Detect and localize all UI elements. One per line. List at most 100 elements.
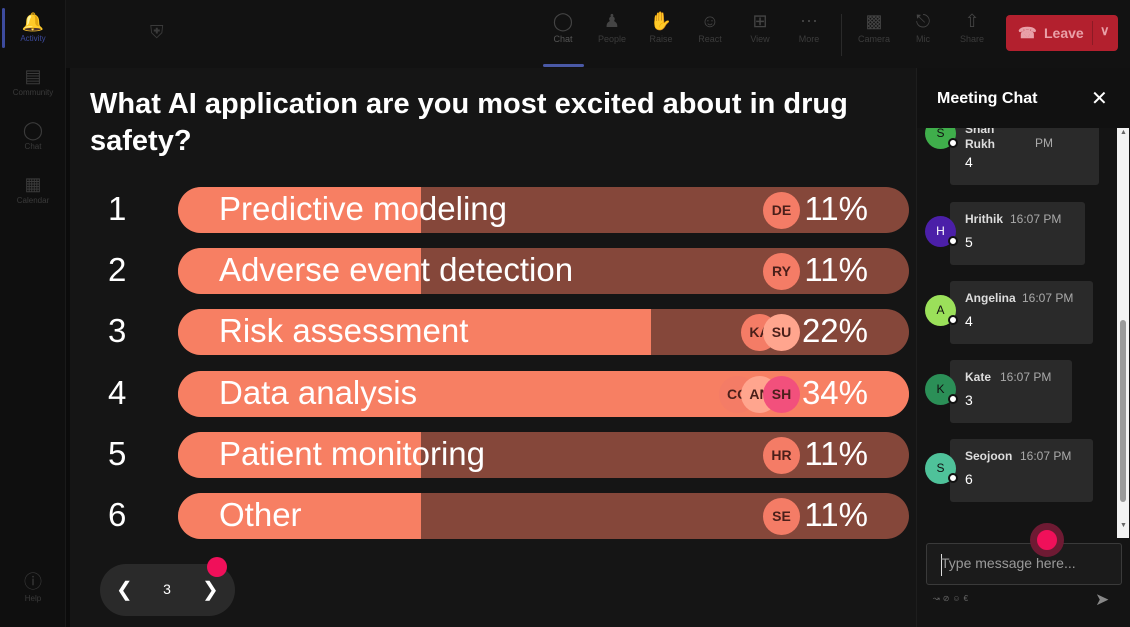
toolbar-label: Camera	[857, 34, 890, 44]
option-label: Risk assessment	[219, 312, 469, 349]
poll-option-row[interactable]: 4 Data analysis CO AN SH 34%	[70, 371, 916, 417]
option-result-fill	[178, 493, 421, 539]
option-percent: 22%	[801, 312, 868, 349]
option-label: Adverse event detection	[219, 251, 574, 288]
cursor-highlight	[207, 557, 227, 577]
rail-item-chat[interactable]: ◯ Chat	[0, 120, 66, 151]
presence-dot	[948, 315, 958, 325]
cursor-highlight	[1030, 523, 1064, 557]
message-text: 4	[965, 154, 973, 170]
rail-item-calendar[interactable]: ▦ Calendar	[0, 174, 66, 205]
message-text: 6	[965, 471, 973, 487]
option-label: Predictive modeling	[219, 190, 507, 227]
option-percent: 34%	[801, 374, 868, 411]
chat-message-input[interactable]	[941, 555, 1111, 571]
toolbar-label: Chat	[553, 34, 573, 44]
rail-item-label: Help	[24, 594, 42, 603]
chat-icon: ◯	[22, 120, 44, 140]
message-time: 16:07 PM	[1010, 212, 1062, 226]
send-icon[interactable]: ➤	[1095, 590, 1110, 609]
leave-divider	[1092, 21, 1093, 45]
toolbar-mic-button[interactable]: ⎋ Mic	[901, 8, 945, 44]
option-rank: 3	[108, 312, 127, 349]
option-rank: 4	[108, 374, 127, 411]
option-result-fill	[178, 432, 421, 478]
leave-button[interactable]: ☎ Leave ∨	[1006, 15, 1118, 51]
poll-option-row[interactable]: 6 Other SE 11%	[70, 493, 916, 539]
option-percent: 11%	[804, 496, 868, 533]
chat-tab-indicator	[543, 64, 584, 67]
presence-dot	[948, 473, 958, 483]
toolbar-label: Share	[959, 34, 985, 44]
toolbar-share-button[interactable]: ⇧ Share	[950, 8, 994, 44]
chevron-right-icon[interactable]: ❯	[202, 579, 219, 601]
poll-option-row[interactable]: 3 Risk assessment KA SU 22%	[70, 309, 916, 355]
mic-icon: ⎋	[915, 11, 931, 31]
message-text: 4	[965, 313, 973, 329]
rail-item-community[interactable]: ▤ Community	[0, 66, 66, 97]
toolbar-label: Mic	[916, 34, 930, 44]
rail-item-help[interactable]: ⓘ Help	[0, 572, 66, 603]
presence-dot	[948, 236, 958, 246]
chat-scrollbar-thumb[interactable]	[1120, 320, 1126, 502]
poll-area: What AI application are you most excited…	[70, 68, 916, 627]
option-result-fill	[178, 309, 651, 355]
format-icons[interactable]: ↝⊘☺€	[933, 594, 972, 603]
chevron-left-icon[interactable]: ❮	[116, 579, 133, 601]
toolbar-people-button[interactable]: ♟ People	[590, 8, 634, 44]
hand-icon: ✋	[649, 11, 673, 31]
option-percent: 11%	[804, 190, 868, 227]
message-bubble: Shah Rukh 16:07 PM 4	[950, 128, 1099, 185]
rail-active-indicator	[2, 8, 5, 48]
option-percent: 11%	[804, 251, 868, 288]
poll-option-row[interactable]: 5 Patient monitoring HR 11%	[70, 432, 916, 478]
smiley-icon: ☺	[700, 11, 720, 31]
toolbar-view-button[interactable]: ⊞ View	[738, 8, 782, 44]
message-author: Shah Rukh	[965, 128, 995, 151]
bell-icon: 🔔	[21, 12, 45, 32]
chat-icon: ◯	[552, 11, 574, 31]
camera-icon: ▩	[865, 11, 883, 31]
toolbar-label: React	[698, 34, 722, 44]
voter-avatar: RY	[763, 253, 800, 290]
option-rank: 5	[108, 435, 127, 472]
close-icon[interactable]: ✕	[1091, 88, 1108, 110]
chevron-down-icon[interactable]: ∨	[1100, 23, 1110, 38]
poll-option-row[interactable]: 1 Predictive modeling DE 11%	[70, 187, 916, 233]
help-icon: ⓘ	[24, 572, 42, 592]
message-text: 3	[965, 392, 973, 408]
calendar-icon: ▦	[24, 174, 42, 194]
option-rank: 6	[108, 496, 127, 533]
rail-item-activity[interactable]: 🔔 Activity	[0, 12, 66, 43]
voter-avatar: SU	[763, 314, 800, 351]
scroll-up-icon[interactable]: ▲	[1120, 129, 1127, 136]
toolbar-react-button[interactable]: ☺ React	[688, 8, 732, 44]
message-bubble: Hrithik 16:07 PM 5	[950, 202, 1085, 265]
poll-question: What AI application are you most excited…	[90, 88, 848, 157]
toolbar-camera-button[interactable]: ▩ Camera	[852, 8, 896, 44]
scroll-down-icon[interactable]: ▼	[1120, 522, 1127, 529]
left-rail: 🔔 Activity ▤ Community ◯ Chat ▦ Calendar…	[0, 0, 66, 627]
toolbar-chat-button[interactable]: ◯ Chat	[541, 8, 585, 44]
message-time: 16:07 PM	[1035, 136, 1053, 150]
toolbar-raise-button[interactable]: ✋ Raise	[639, 8, 683, 44]
presence-dot	[948, 394, 958, 404]
toolbar-label: Raise	[649, 34, 673, 44]
poll-option-row[interactable]: 2 Adverse event detection RY 11%	[70, 248, 916, 294]
option-label: Data analysis	[219, 374, 418, 411]
chat-header: Meeting Chat ✕	[917, 68, 1130, 128]
option-percent: 11%	[804, 435, 868, 472]
toolbar-more-button[interactable]: ⋯ More	[787, 8, 831, 44]
option-label: Other	[219, 496, 302, 533]
phone-icon: ☎	[1018, 25, 1037, 42]
share-icon: ⇧	[964, 11, 980, 31]
more-icon: ⋯	[800, 11, 818, 31]
message-author: Hrithik	[965, 212, 1004, 226]
message-author: Kate	[965, 370, 992, 384]
option-rank: 2	[108, 251, 127, 288]
option-result-fill	[178, 248, 421, 294]
chat-input-box[interactable]	[926, 543, 1122, 585]
voter-avatar: SE	[763, 498, 800, 535]
